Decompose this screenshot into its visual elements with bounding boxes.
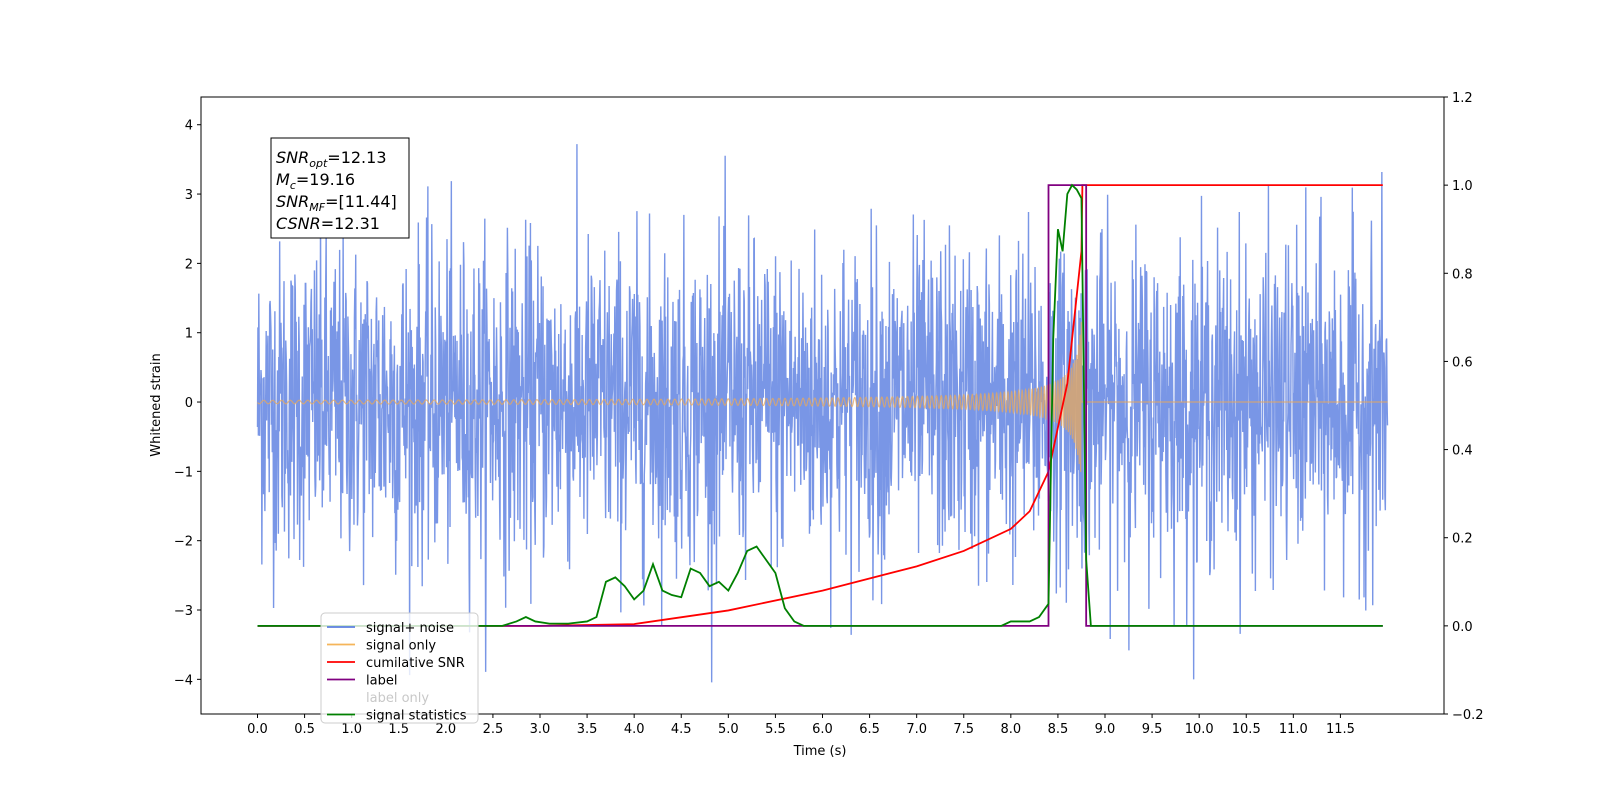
- y-tick-label: −1: [174, 465, 193, 480]
- x-tick-label: 0.5: [294, 722, 315, 737]
- x-tick-label: 3.0: [530, 722, 551, 737]
- x-tick-label: 6.0: [812, 722, 833, 737]
- y2-tick-label: 1.0: [1452, 179, 1473, 194]
- y2-tick-label: 0.6: [1452, 355, 1473, 370]
- y-tick-label: −2: [174, 535, 193, 550]
- x-tick-label: 6.5: [859, 722, 880, 737]
- x-tick-label: 7.5: [953, 722, 974, 737]
- x-tick-label: 10.5: [1232, 722, 1261, 737]
- x-axis: 0.0 0.5 1.0 1.5 2.0 2.5 3.0 3.5 4.0 4.5 5.0 5.5 6.0 6…: [247, 714, 1355, 737]
- x-tick-label: 9.5: [1142, 722, 1163, 737]
- y-tick-label: 0: [185, 396, 193, 411]
- legend-label: label only: [366, 691, 429, 706]
- x-tick-label: 10.0: [1185, 722, 1214, 737]
- x-tick-label: 7.0: [906, 722, 927, 737]
- y-tick-label: 4: [185, 119, 193, 134]
- legend-label: signal+ noise: [366, 621, 454, 636]
- x-tick-label: 11.5: [1326, 722, 1355, 737]
- y2-tick-label: 1.2: [1452, 91, 1473, 106]
- x-tick-label: 11.0: [1279, 722, 1308, 737]
- x-tick-label: 8.5: [1048, 722, 1069, 737]
- annotation-line: SNRopt=12.13: [276, 148, 387, 170]
- x-tick-label: 8.0: [1000, 722, 1021, 737]
- legend: signal+ noise signal only cumilative SNR la…: [320, 612, 479, 724]
- y-tick-label: −3: [174, 604, 193, 619]
- x-tick-label: 3.5: [577, 722, 598, 737]
- series-signal-statistics: [257, 183, 1383, 627]
- right-axis-series: [257, 183, 1383, 627]
- x-tick-label: 0.0: [247, 722, 268, 737]
- y-axis-label: Whitened strain: [149, 353, 164, 456]
- annotation-line: Mc=19.16: [276, 170, 355, 192]
- y2-tick-label: 0.4: [1452, 444, 1473, 459]
- legend-label: cumilative SNR: [366, 656, 465, 671]
- series-signal-noise: [256, 144, 1389, 683]
- x-tick-label: 9.0: [1095, 722, 1116, 737]
- y-tick-label: 1: [185, 327, 193, 342]
- y-tick-label: 3: [185, 188, 193, 203]
- x-tick-label: 5.0: [718, 722, 739, 737]
- y2-tick-label: 0.2: [1452, 532, 1473, 547]
- annotation-line: SNRMF=[11.44]: [276, 192, 397, 214]
- legend-label: signal statistics: [366, 709, 467, 724]
- legend-label: label: [366, 674, 397, 689]
- plot-area: [256, 144, 1389, 683]
- y2-tick-label: −0.2: [1452, 708, 1484, 723]
- x-tick-label: 4.0: [624, 722, 645, 737]
- x-axis-label: Time (s): [793, 744, 847, 759]
- y-tick-label: 2: [185, 257, 193, 272]
- x-tick-label: 1.5: [388, 722, 409, 737]
- x-tick-label: 2.0: [435, 722, 456, 737]
- annotation-line: CSNR=12.31: [276, 214, 380, 233]
- y-axis-right: 1.2 1.0 0.8 0.6 0.4 0.2 0.0 −0.2: [1444, 91, 1484, 723]
- x-tick-label: 1.0: [341, 722, 362, 737]
- legend-label: signal only: [366, 639, 436, 654]
- x-tick-label: 2.5: [483, 722, 504, 737]
- y2-tick-label: 0.8: [1452, 267, 1473, 282]
- annotation-box: SNRopt=12.13Mc=19.16SNRMF=[11.44]CSNR=12…: [270, 137, 410, 239]
- series-signal-only: [257, 321, 1388, 472]
- series-cumilative-snr: [257, 184, 1383, 627]
- y-axis-left: 4 3 2 1 0 −1 −2 −3 −4: [174, 119, 201, 688]
- y-tick-label: −4: [174, 673, 193, 688]
- x-tick-label: 5.5: [765, 722, 786, 737]
- y2-tick-label: 0.0: [1452, 620, 1473, 635]
- x-tick-label: 4.5: [671, 722, 692, 737]
